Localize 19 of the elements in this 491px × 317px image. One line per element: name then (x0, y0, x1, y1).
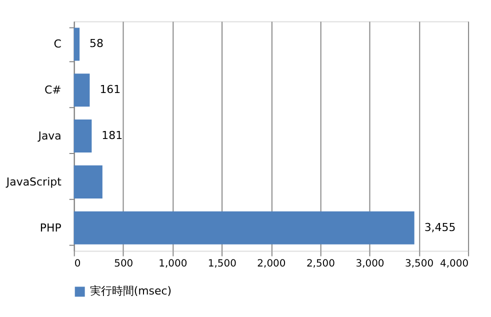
x-tick-label: 1,000 (158, 258, 188, 270)
data-label: 58 (90, 37, 104, 50)
x-tick-label: 2,000 (257, 258, 286, 270)
data-label: 3,455 (424, 220, 456, 234)
x-tick-label: 3,500 (405, 258, 434, 270)
x-tick-label: 500 (114, 258, 134, 270)
y-tick-label: PHP (40, 221, 62, 234)
y-tick-label: C# (44, 84, 62, 97)
x-tick-label: 4,000 (440, 258, 469, 270)
y-tick-label: Java (37, 130, 62, 143)
x-tick-label: 3,000 (356, 258, 384, 270)
data-label: 181 (102, 129, 123, 142)
x-tick-label: 1,500 (208, 258, 236, 270)
legend-label: 実行時間(msec) (90, 284, 172, 298)
y-tick-label: C (54, 38, 62, 51)
y-tick-label: JavaScript (5, 175, 62, 188)
data-label: 161 (100, 83, 121, 96)
x-tick-label: 0 (74, 258, 81, 270)
x-tick-label: 2,500 (306, 258, 335, 270)
